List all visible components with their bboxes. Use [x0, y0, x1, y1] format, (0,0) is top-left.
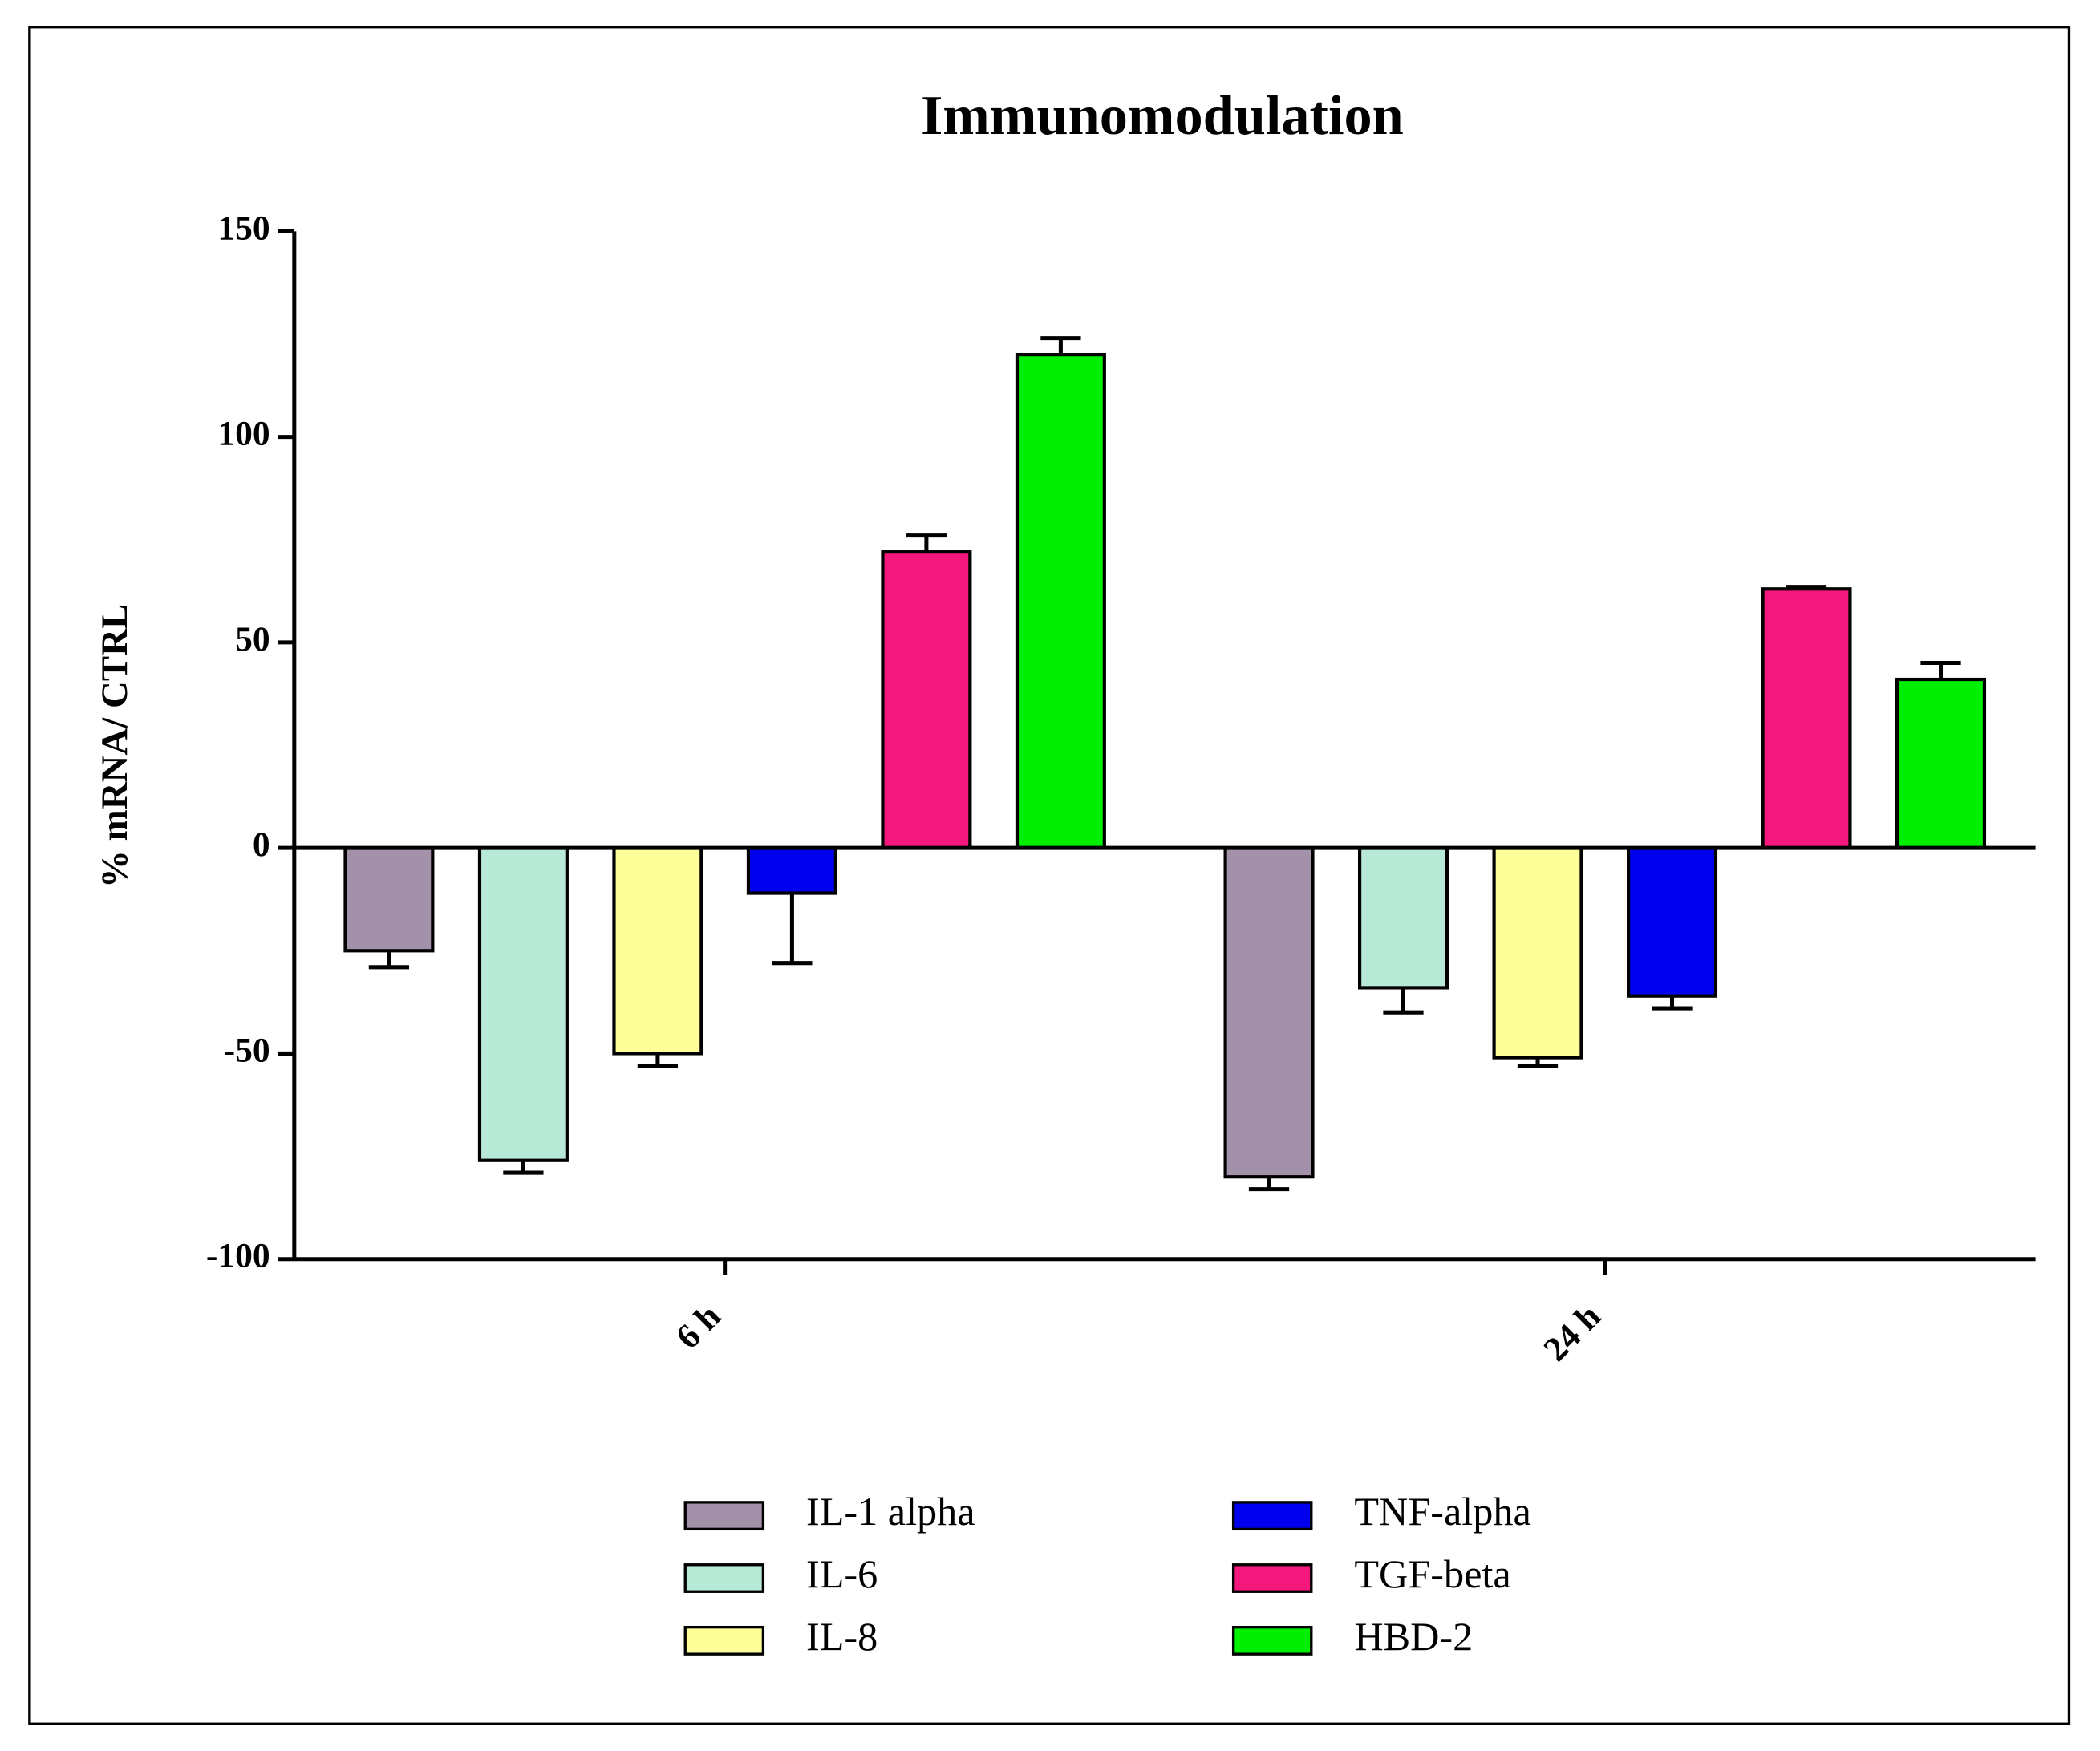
legend-label: TGF-beta — [1354, 1551, 1510, 1596]
legend-swatch — [683, 1563, 765, 1593]
chart-title: Immunomodulation — [921, 84, 1404, 147]
legend-swatch — [683, 1625, 765, 1656]
error-bar — [637, 1053, 679, 1068]
legend-label: IL-1 alpha — [806, 1489, 975, 1534]
bar — [881, 550, 972, 850]
y-tick-label: 150 — [217, 209, 270, 247]
bar — [1015, 353, 1106, 850]
error-bar — [1040, 336, 1081, 355]
error-bar — [906, 533, 947, 553]
x-tick-label: 24 h — [1536, 1297, 1608, 1369]
error-bar — [368, 950, 410, 970]
bar — [1761, 587, 1852, 850]
bar — [1357, 846, 1449, 990]
y-axis-label: % mRNA/ CTRL — [94, 604, 136, 888]
bar — [343, 846, 435, 953]
error-bar — [1920, 661, 1961, 680]
legend-label: TNF-alpha — [1354, 1489, 1530, 1534]
legend-label: IL-8 — [806, 1614, 878, 1659]
bar — [1626, 846, 1718, 998]
error-bar — [772, 893, 813, 966]
legend-swatch — [1231, 1563, 1313, 1593]
error-bar — [503, 1160, 544, 1175]
legend-swatch — [1231, 1501, 1313, 1531]
legend-swatch — [1231, 1625, 1313, 1656]
error-bar — [1517, 1057, 1559, 1068]
y-tick-label: 50 — [235, 620, 270, 659]
bar — [477, 846, 569, 1162]
y-tick-label: -50 — [224, 1031, 270, 1069]
frame — [28, 26, 2071, 1725]
bar — [1895, 677, 1987, 850]
error-bar — [1652, 995, 1693, 1011]
y-tick-label: 0 — [253, 825, 270, 864]
error-bar — [1248, 1177, 1290, 1192]
error-bar — [1383, 987, 1424, 1015]
bar — [612, 846, 703, 1056]
legend-label: IL-6 — [806, 1551, 878, 1596]
bar — [1223, 846, 1315, 1179]
y-tick-label: 100 — [217, 415, 270, 453]
bar — [1492, 846, 1583, 1060]
legend-label: HBD-2 — [1354, 1614, 1473, 1659]
x-tick-label: 6 h — [669, 1297, 728, 1356]
error-bar — [1786, 585, 1827, 590]
bar — [746, 846, 837, 895]
y-tick-label: -100 — [206, 1237, 270, 1275]
legend-swatch — [683, 1501, 765, 1531]
